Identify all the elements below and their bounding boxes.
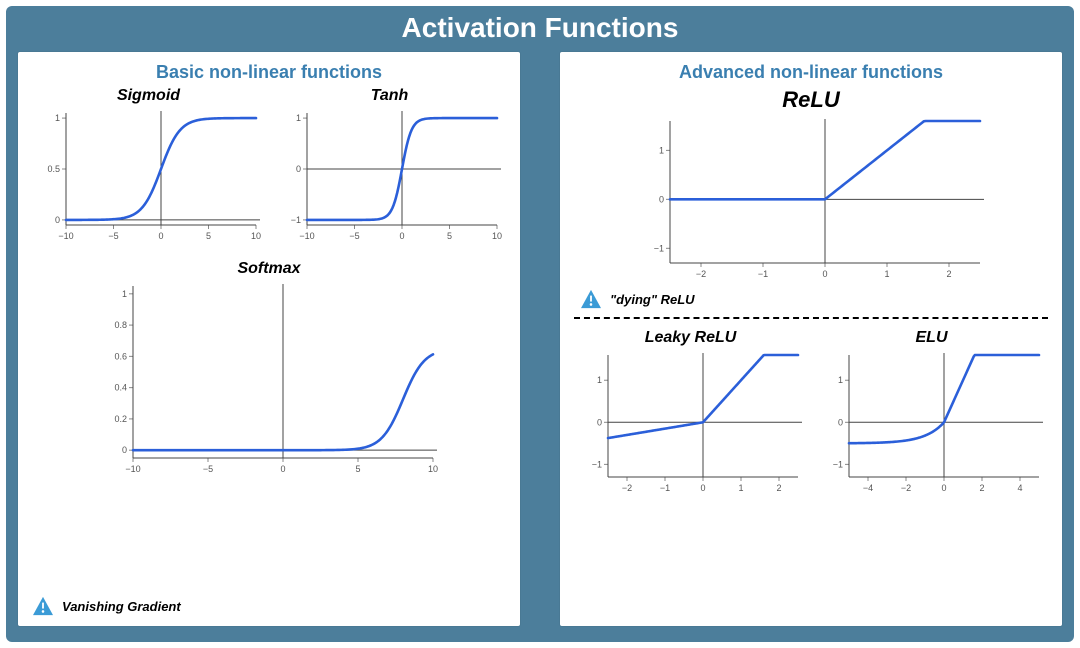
svg-text:2: 2 bbox=[979, 483, 984, 493]
svg-text:−5: −5 bbox=[349, 231, 359, 241]
chart-elu-title: ELU bbox=[815, 329, 1048, 347]
note-dying-text: "dying" ReLU bbox=[610, 292, 695, 307]
divider-dashed bbox=[574, 317, 1048, 319]
svg-text:−10: −10 bbox=[125, 464, 140, 474]
svg-text:0: 0 bbox=[838, 417, 843, 427]
warning-icon bbox=[32, 596, 54, 616]
svg-text:−1: −1 bbox=[654, 243, 664, 253]
chart-relu-title: ReLU bbox=[574, 87, 1048, 113]
svg-text:10: 10 bbox=[492, 231, 502, 241]
svg-text:0: 0 bbox=[700, 483, 705, 493]
svg-text:0.4: 0.4 bbox=[114, 383, 127, 393]
chart-sigmoid-title: Sigmoid bbox=[32, 87, 265, 105]
svg-text:−1: −1 bbox=[291, 215, 301, 225]
svg-text:0: 0 bbox=[399, 231, 404, 241]
page-title: Activation Functions bbox=[18, 12, 1062, 44]
panel-advanced-title: Advanced non-linear functions bbox=[574, 62, 1048, 83]
chart-softmax-wrap: Softmax 0 0.2 0.4 0.6 0.8 1 −10 −5 0 5 10 bbox=[32, 256, 506, 480]
svg-text:4: 4 bbox=[1017, 483, 1022, 493]
advanced-row-2: Leaky ReLU −1 0 1 −2 −1 0 1 2 ELU −1 0 1 −4 −2 0 2 4 bbox=[574, 325, 1048, 504]
note-vanishing: Vanishing Gradient bbox=[32, 596, 506, 616]
chart-softmax-title: Softmax bbox=[32, 260, 506, 278]
warning-icon bbox=[580, 289, 602, 309]
svg-text:0: 0 bbox=[597, 417, 602, 427]
svg-text:0.5: 0.5 bbox=[47, 164, 60, 174]
svg-text:−10: −10 bbox=[299, 231, 314, 241]
svg-text:0: 0 bbox=[55, 215, 60, 225]
chart-relu-wrap: ReLU −1 0 1 −2 −1 0 1 2 bbox=[574, 83, 1048, 285]
chart-tanh-title: Tanh bbox=[273, 87, 506, 105]
chart-relu: −1 0 1 −2 −1 0 1 2 bbox=[636, 115, 986, 285]
svg-text:5: 5 bbox=[447, 231, 452, 241]
svg-text:0: 0 bbox=[122, 445, 127, 455]
chart-tanh-wrap: Tanh −101−10−50510 bbox=[273, 83, 506, 252]
chart-elu: −1 0 1 −4 −2 0 2 4 bbox=[815, 349, 1045, 499]
svg-text:1: 1 bbox=[597, 375, 602, 385]
svg-text:1: 1 bbox=[296, 113, 301, 123]
svg-text:0: 0 bbox=[280, 464, 285, 474]
svg-text:0: 0 bbox=[158, 231, 163, 241]
chart-elu-wrap: ELU −1 0 1 −4 −2 0 2 4 bbox=[815, 325, 1048, 504]
svg-text:0: 0 bbox=[941, 483, 946, 493]
svg-text:0: 0 bbox=[296, 164, 301, 174]
chart-leaky-wrap: Leaky ReLU −1 0 1 −2 −1 0 1 2 bbox=[574, 325, 807, 504]
svg-text:−5: −5 bbox=[108, 231, 118, 241]
svg-text:1: 1 bbox=[738, 483, 743, 493]
panel-basic-title: Basic non-linear functions bbox=[32, 62, 506, 83]
svg-text:0.2: 0.2 bbox=[114, 414, 127, 424]
chart-leaky-title: Leaky ReLU bbox=[574, 329, 807, 347]
svg-text:0: 0 bbox=[822, 269, 827, 279]
chart-sigmoid: 0 0.5 1 −10 −5 0 5 10 bbox=[32, 107, 262, 247]
svg-text:2: 2 bbox=[946, 269, 951, 279]
chart-softmax: 0 0.2 0.4 0.6 0.8 1 −10 −5 0 5 10 bbox=[99, 280, 439, 480]
svg-text:10: 10 bbox=[428, 464, 438, 474]
panels-row: Basic non-linear functions Sigmoid 0 0.5 1… bbox=[18, 52, 1062, 626]
svg-text:2: 2 bbox=[776, 483, 781, 493]
panel-advanced: Advanced non-linear functions ReLU −101−… bbox=[560, 52, 1062, 626]
svg-text:5: 5 bbox=[206, 231, 211, 241]
svg-text:5: 5 bbox=[355, 464, 360, 474]
panel-basic: Basic non-linear functions Sigmoid 0 0.5 1… bbox=[18, 52, 520, 626]
svg-text:−2: −2 bbox=[901, 483, 911, 493]
svg-text:1: 1 bbox=[122, 289, 127, 299]
chart-leaky: −1 0 1 −2 −1 0 1 2 bbox=[574, 349, 804, 499]
svg-text:1: 1 bbox=[884, 269, 889, 279]
svg-text:−1: −1 bbox=[592, 459, 602, 469]
svg-text:1: 1 bbox=[55, 113, 60, 123]
svg-text:−5: −5 bbox=[203, 464, 213, 474]
svg-text:0.8: 0.8 bbox=[114, 320, 127, 330]
svg-text:10: 10 bbox=[251, 231, 261, 241]
svg-text:−10: −10 bbox=[58, 231, 73, 241]
note-vanishing-text: Vanishing Gradient bbox=[62, 599, 181, 614]
svg-text:1: 1 bbox=[659, 145, 664, 155]
svg-text:1: 1 bbox=[838, 375, 843, 385]
note-dying: "dying" ReLU bbox=[580, 289, 1048, 309]
basic-row-1: Sigmoid 00.51−10−50510 Tanh −101−10−5051… bbox=[32, 83, 506, 252]
svg-text:−2: −2 bbox=[696, 269, 706, 279]
svg-text:0: 0 bbox=[659, 194, 664, 204]
svg-text:−2: −2 bbox=[622, 483, 632, 493]
svg-text:0.6: 0.6 bbox=[114, 351, 127, 361]
svg-text:−1: −1 bbox=[758, 269, 768, 279]
chart-sigmoid-wrap: Sigmoid 0 0.5 1 −10 −5 0 5 10 bbox=[32, 83, 265, 252]
svg-text:−1: −1 bbox=[833, 459, 843, 469]
frame: Activation Functions Basic non-linear fu… bbox=[6, 6, 1074, 642]
svg-text:−4: −4 bbox=[863, 483, 873, 493]
chart-tanh: −101−10−50510 bbox=[273, 107, 503, 247]
svg-text:−1: −1 bbox=[660, 483, 670, 493]
